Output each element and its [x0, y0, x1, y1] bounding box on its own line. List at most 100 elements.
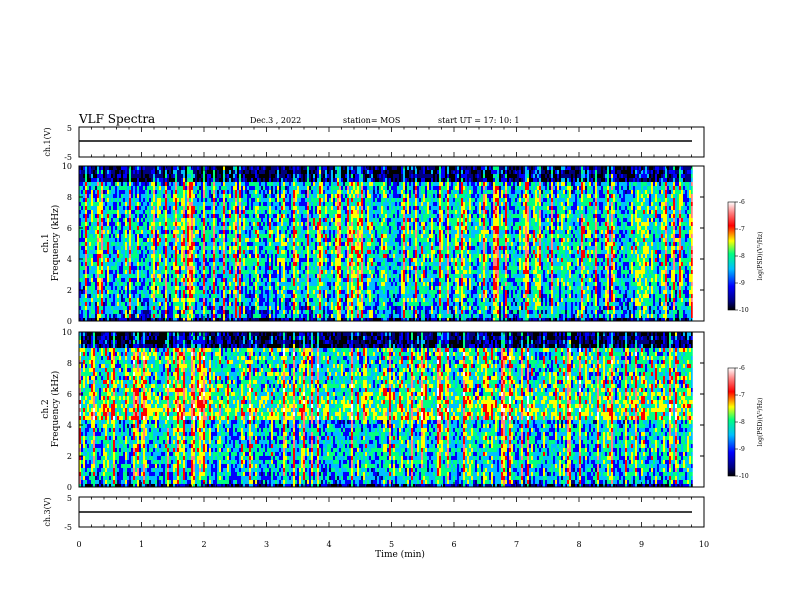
spectrogram-cell: [141, 302, 144, 307]
spectrogram-cell: [137, 218, 140, 223]
spectrogram-cell: [263, 286, 266, 291]
spectrogram-cell: [121, 302, 124, 307]
spectrogram-cell: [125, 198, 128, 203]
spectrogram-cell: [299, 286, 302, 291]
spectrogram-cell: [295, 314, 298, 319]
spectrogram-cell: [157, 242, 160, 247]
spectrogram-cell: [151, 282, 154, 287]
spectrogram-cell: [299, 270, 302, 275]
spectrogram-cell: [221, 230, 224, 235]
spectrogram-cell: [211, 254, 214, 259]
spectrogram-cell: [281, 186, 284, 191]
spectrogram-cell: [195, 202, 198, 207]
spectrogram-cell: [119, 218, 122, 223]
spectrogram-cell: [233, 194, 236, 199]
spectrogram-cell: [115, 262, 118, 267]
spectrogram-cell: [229, 186, 232, 191]
spectrogram-cell: [217, 314, 220, 319]
spectrogram-cell: [295, 202, 298, 207]
spectrogram-cell: [249, 318, 252, 321]
spectrogram-cell: [137, 206, 140, 211]
spectrogram-cell: [107, 234, 110, 239]
spectrogram-cell: [133, 194, 136, 199]
spectrogram-cell: [315, 302, 318, 307]
spectrogram-cell: [159, 218, 162, 223]
spectrogram-cell: [287, 286, 290, 291]
spectrogram-cell: [137, 246, 140, 251]
spectrogram-cell: [223, 282, 226, 287]
spectrogram-cell: [107, 170, 110, 175]
spectrogram-cell: [159, 182, 162, 187]
spectrogram-cell: [233, 222, 236, 227]
spectrogram-cell: [237, 250, 240, 255]
spectrogram-cell: [205, 282, 208, 287]
spectrogram-cell: [211, 218, 214, 223]
spectrogram-cell: [133, 198, 136, 203]
spectrogram-cell: [121, 262, 124, 267]
spectrogram-cell: [165, 262, 168, 267]
spectrogram-cell: [155, 178, 158, 183]
spectrogram-cell: [113, 286, 116, 291]
spectrogram-cell: [173, 262, 176, 267]
spectrogram-cell: [187, 234, 190, 239]
spectrogram-cell: [305, 174, 308, 179]
spectrogram-cell: [125, 186, 128, 191]
spectrogram-cell: [167, 226, 170, 231]
spectrogram-cell: [295, 226, 298, 231]
spectrogram-cell: [149, 250, 152, 255]
spectrogram-cell: [297, 242, 300, 247]
spectrogram-cell: [115, 270, 118, 275]
spectrogram-cell: [277, 298, 280, 303]
spectrogram-cell: [203, 270, 206, 275]
spectrogram-cell: [117, 178, 120, 183]
spectrogram-cell: [127, 254, 130, 259]
spectrogram-cell: [245, 234, 248, 239]
spectrogram-cell: [269, 226, 272, 231]
spectrogram-cell: [113, 194, 116, 199]
spectrogram-cell: [211, 278, 214, 283]
spectrogram-cell: [179, 302, 182, 307]
spectrogram-cell: [157, 194, 160, 199]
spectrogram-cell: [125, 258, 128, 263]
spectrogram-cell: [333, 266, 336, 271]
spectrogram-cell: [321, 174, 324, 179]
spectrogram-cell: [79, 298, 82, 303]
spectrogram-cell: [281, 182, 284, 187]
spectrogram-cell: [193, 250, 196, 255]
spectrogram-cell: [247, 266, 250, 271]
spectrogram-cell: [279, 298, 282, 303]
spectrogram-cell: [247, 302, 250, 307]
spectrogram-cell: [113, 262, 116, 267]
spectrogram-cell: [175, 294, 178, 299]
spectrogram-cell: [95, 238, 98, 243]
spectrogram-cell: [195, 178, 198, 183]
spectrogram-cell: [167, 310, 170, 315]
spectrogram-cell: [93, 190, 96, 195]
spectrogram-cell: [181, 250, 184, 255]
spectrogram-cell: [309, 214, 312, 219]
spectrogram-cell: [317, 258, 320, 263]
spectrogram-cell: [207, 182, 210, 187]
spectrogram-cell: [145, 182, 148, 187]
spectrogram-cell: [311, 226, 314, 231]
spectrogram-cell: [223, 222, 226, 227]
spectrogram-cell: [217, 226, 220, 231]
spectrogram-cell: [201, 306, 204, 311]
spectrogram-cell: [97, 246, 100, 251]
spectrogram-cell: [149, 234, 152, 239]
spectrogram-cell: [167, 274, 170, 279]
spectrogram-cell: [153, 238, 156, 243]
spectrogram-cell: [283, 190, 286, 195]
spectrogram-cell: [221, 318, 224, 321]
spectrogram-cell: [191, 278, 194, 283]
spectrogram-cell: [311, 222, 314, 227]
spectrogram-cell: [249, 190, 252, 195]
spectrogram-cell: [273, 282, 276, 287]
spectrogram-cell: [287, 254, 290, 259]
spectrogram-cell: [103, 202, 106, 207]
spectrogram-cell: [315, 190, 318, 195]
spectrogram-cell: [211, 318, 214, 321]
spectrogram-cell: [83, 314, 86, 319]
spectrogram-cell: [295, 178, 298, 183]
spectrogram-cell: [91, 306, 94, 311]
